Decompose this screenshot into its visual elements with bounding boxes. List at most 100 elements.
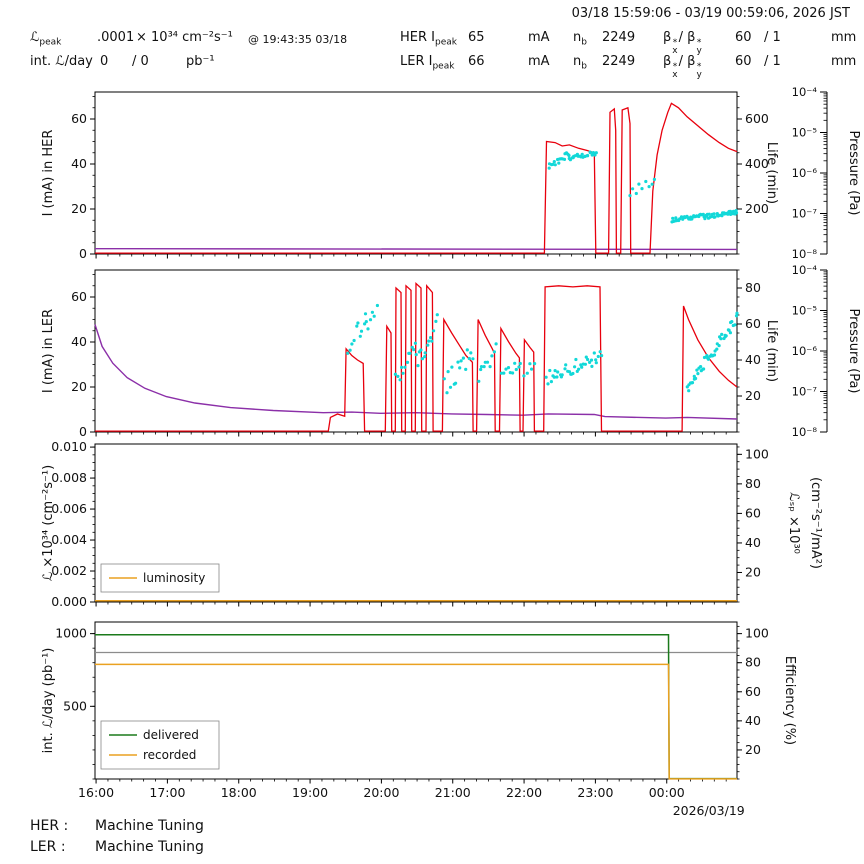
svg-text:600: 600 — [745, 111, 769, 126]
svg-text:10⁻⁵: 10⁻⁵ — [792, 304, 818, 318]
her-ipeak-units: mA — [528, 30, 550, 45]
svg-text:21:00: 21:00 — [435, 785, 471, 800]
luminosity-chart: 0.000 0.002 0.004 0.006 0.008 0.010 ℒ ×10³⁴ (c… — [41, 439, 823, 609]
svg-text:(cm⁻²s⁻¹/mA²): (cm⁻²s⁻¹/mA²) — [808, 477, 823, 569]
beta-label-ler: β * x / β * y — [663, 54, 702, 80]
svg-text:delivered: delivered — [143, 728, 199, 742]
svg-text:10⁻⁶: 10⁻⁶ — [792, 166, 818, 180]
svg-text:ℒₛₚ ×10³⁰: ℒₛₚ ×10³⁰ — [786, 492, 801, 554]
svg-text:luminosity: luminosity — [143, 571, 205, 585]
beta-units-her: mm — [831, 30, 857, 45]
svg-text:0: 0 — [79, 246, 87, 260]
lpeak-timestamp: @ 19:43:35 03/18 — [248, 33, 348, 46]
svg-text:10⁻⁴: 10⁻⁴ — [792, 263, 818, 277]
her-status-label: HER : — [30, 818, 69, 834]
her-current-chart: 0 20 40 60 I (mA) in HER 200 400 600 Life (min) 1… — [41, 85, 861, 260]
svg-text:40: 40 — [71, 334, 87, 349]
lum-frame — [94, 443, 738, 603]
beta-units-ler: mm — [831, 54, 857, 69]
svg-text:20:00: 20:00 — [363, 785, 399, 800]
svg-text:Efficiency (%): Efficiency (%) — [782, 656, 797, 745]
svg-text:2026/03/19: 2026/03/19 — [673, 803, 745, 818]
lpeak-units: × 10³⁴ cm⁻²s⁻¹ — [136, 30, 233, 45]
svg-text:40: 40 — [745, 535, 761, 550]
svg-text:40: 40 — [745, 352, 761, 367]
time-range: 03/18 15:59:06 - 03/19 00:59:06, 2026 JS… — [571, 6, 850, 21]
svg-text:0.004: 0.004 — [51, 532, 87, 547]
nb-value-ler: 2249 — [602, 54, 636, 69]
svg-text:10⁻⁴: 10⁻⁴ — [792, 85, 818, 99]
beta-value-ler: 60 — [735, 54, 752, 69]
her-frame — [94, 91, 738, 255]
her-status-value: Machine Tuning — [95, 818, 204, 834]
lpeak-value: .0001 — [97, 30, 135, 45]
svg-text:recorded: recorded — [143, 748, 196, 762]
svg-text:20: 20 — [71, 201, 87, 216]
svg-text:Life (min): Life (min) — [764, 320, 779, 382]
svg-text:60: 60 — [745, 316, 761, 331]
ler-lifetime-points — [346, 303, 739, 395]
svg-text:60: 60 — [745, 684, 761, 699]
svg-text:80: 80 — [745, 280, 761, 295]
svg-text:20: 20 — [745, 564, 761, 579]
svg-text:500: 500 — [63, 698, 87, 713]
svg-text:200: 200 — [745, 201, 769, 216]
svg-text:40: 40 — [745, 713, 761, 728]
svg-text:0.002: 0.002 — [51, 563, 87, 578]
svg-text:22:00: 22:00 — [506, 785, 542, 800]
svg-text:Life (min): Life (min) — [764, 142, 779, 204]
svg-text:80: 80 — [745, 476, 761, 491]
svg-text:16:00: 16:00 — [78, 785, 114, 800]
svg-text:0.000: 0.000 — [51, 594, 87, 609]
ler-ipeak-value: 66 — [468, 54, 485, 69]
intlum-label: int. ℒ/day — [30, 54, 93, 69]
ler-current-line — [95, 282, 738, 432]
svg-text:20: 20 — [745, 388, 761, 403]
lpeak-label: ℒpeak — [30, 30, 62, 48]
svg-text:10⁻⁷: 10⁻⁷ — [792, 207, 818, 221]
her-ipeak-value: 65 — [468, 30, 485, 45]
beta-value2-ler: / 1 — [764, 54, 781, 69]
beta-label-her: β * x / β * y — [663, 30, 702, 56]
ler-pressure-line — [94, 324, 738, 420]
intlum-units: pb⁻¹ — [186, 54, 215, 69]
svg-text:60: 60 — [71, 289, 87, 304]
svg-text:40: 40 — [71, 156, 87, 171]
svg-text:I (mA) in LER: I (mA) in LER — [41, 309, 56, 393]
intlum-value2: / 0 — [132, 54, 149, 69]
intlum-value1: 0 — [100, 54, 109, 69]
svg-text:10⁻⁵: 10⁻⁵ — [792, 126, 818, 140]
nb-label-her: nb — [573, 30, 587, 48]
svg-text:17:00: 17:00 — [149, 785, 185, 800]
ler-current-chart: 0 20 40 60 I (mA) in LER 20 40 60 80 Life (min) 10… — [41, 263, 861, 438]
svg-text:0.010: 0.010 — [51, 439, 87, 454]
ler-status-value: Machine Tuning — [95, 839, 204, 855]
svg-text:23:00: 23:00 — [577, 785, 613, 800]
beta-value2-her: / 1 — [764, 30, 781, 45]
svg-text:0.006: 0.006 — [51, 501, 87, 516]
svg-text:80: 80 — [745, 655, 761, 670]
nb-label-ler: nb — [573, 54, 587, 72]
svg-text:I (mA) in HER: I (mA) in HER — [41, 130, 56, 217]
svg-text:10⁻⁶: 10⁻⁶ — [792, 344, 818, 358]
intlum-legend — [100, 720, 220, 770]
her-lifetime-points — [547, 150, 739, 224]
intlum-recorded-line — [95, 663, 737, 780]
beta-value-her: 60 — [735, 30, 752, 45]
svg-text:1000: 1000 — [55, 626, 87, 641]
svg-text:60: 60 — [71, 111, 87, 126]
svg-text:Pressure (Pa): Pressure (Pa) — [846, 130, 861, 215]
her-current-line — [95, 102, 738, 254]
her-pressure-line — [94, 248, 738, 251]
svg-text:ℒ ×10³⁴ (cm⁻²s⁻¹): ℒ ×10³⁴ (cm⁻²s⁻¹) — [41, 465, 56, 581]
svg-text:10⁻⁷: 10⁻⁷ — [792, 385, 818, 399]
ler-ipeak-label: LER Ipeak — [400, 54, 455, 72]
nb-value-her: 2249 — [602, 30, 636, 45]
svg-text:20: 20 — [745, 742, 761, 757]
svg-text:100: 100 — [745, 446, 769, 461]
svg-text:0: 0 — [79, 424, 87, 438]
svg-text:0.008: 0.008 — [51, 470, 87, 485]
svg-text:400: 400 — [745, 156, 769, 171]
intlum-frame — [94, 621, 738, 780]
